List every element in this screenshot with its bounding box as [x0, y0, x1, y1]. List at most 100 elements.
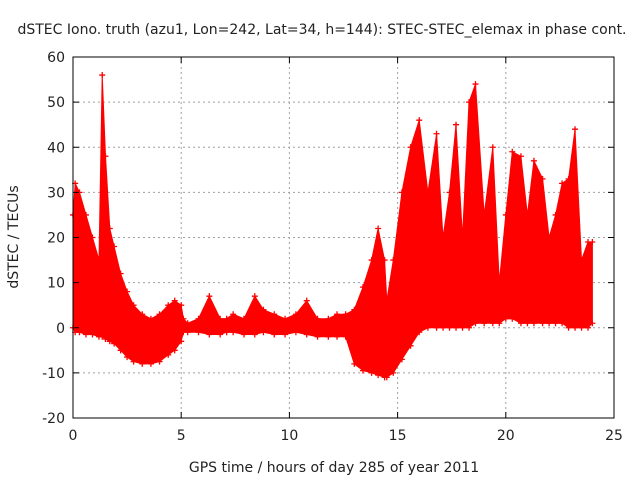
- data-point-upper: [111, 243, 118, 250]
- data-point-lower: [390, 369, 397, 376]
- data-point-upper: [106, 225, 113, 232]
- data-point-lower: [282, 331, 289, 338]
- data-point-upper: [572, 126, 579, 133]
- data-point-upper: [539, 175, 546, 182]
- data-point-lower: [171, 347, 178, 354]
- data-point-upper: [303, 297, 310, 304]
- data-point-lower: [572, 324, 579, 331]
- data-point-lower: [147, 360, 154, 367]
- data-point-lower: [472, 320, 479, 327]
- data-point-upper: [223, 315, 230, 322]
- data-point-lower: [351, 360, 358, 367]
- data-point-upper: [407, 144, 414, 151]
- data-point-upper: [565, 175, 572, 182]
- data-point-upper: [559, 180, 566, 187]
- data-point-upper: [292, 311, 299, 318]
- data-point-lower: [359, 367, 366, 374]
- data-point-lower: [440, 324, 447, 331]
- data-point-lower: [165, 351, 172, 358]
- data-point-upper: [171, 297, 178, 304]
- data-point-upper: [375, 225, 382, 232]
- data-point-lower: [517, 320, 524, 327]
- data-point-lower: [552, 320, 559, 327]
- y-axis-label: dSTEC / TECUs: [6, 185, 22, 288]
- chart-title: dSTEC Iono. truth (azu1, Lon=242, Lat=34…: [17, 22, 626, 38]
- data-point-upper: [217, 315, 224, 322]
- data-point-lower: [383, 374, 390, 381]
- data-point-upper: [509, 148, 516, 155]
- data-point-lower: [539, 320, 546, 327]
- data-point-upper: [184, 320, 191, 327]
- data-point-lower: [589, 320, 596, 327]
- data-point-lower: [424, 324, 431, 331]
- data-point-lower: [325, 333, 332, 340]
- series-band: [72, 75, 593, 378]
- data-point-lower: [433, 324, 440, 331]
- axis-ticks: 0 5 10 15 20 25 -20 -10 0 10 20 30 40 50 60: [42, 50, 623, 444]
- y-tick-label: 30: [47, 185, 65, 201]
- data-point-upper: [165, 302, 172, 309]
- data-point-upper: [517, 153, 524, 160]
- data-point-upper: [453, 121, 460, 128]
- data-point-upper: [230, 311, 237, 318]
- data-point-lower: [111, 340, 118, 347]
- y-tick-label: 0: [56, 321, 65, 337]
- data-point-upper: [440, 234, 447, 241]
- x-axis-label: GPS time / hours of day 285 of year 2011: [189, 460, 479, 476]
- data-point-lower: [416, 329, 423, 336]
- x-tick-label: 10: [280, 428, 298, 444]
- data-point-lower: [106, 338, 113, 345]
- data-point-lower: [89, 331, 96, 338]
- x-tick-label: 25: [605, 428, 623, 444]
- data-point-lower: [230, 329, 237, 336]
- data-point-upper: [156, 311, 163, 318]
- data-point-lower: [260, 329, 267, 336]
- data-point-lower: [481, 320, 488, 327]
- data-point-upper: [496, 279, 503, 286]
- data-point-lower: [117, 347, 124, 354]
- y-tick-label: 40: [47, 140, 65, 156]
- data-point-lower: [559, 320, 566, 327]
- data-point-upper: [433, 130, 440, 137]
- x-tick-label: 15: [389, 428, 407, 444]
- data-point-upper: [489, 144, 496, 151]
- x-tick-label: 5: [177, 428, 186, 444]
- data-point-lower: [314, 333, 321, 340]
- data-point-lower: [524, 320, 531, 327]
- data-point-lower: [546, 320, 553, 327]
- data-point-lower: [251, 331, 258, 338]
- x-tick-label: 20: [497, 428, 515, 444]
- data-point-lower: [195, 329, 202, 336]
- data-point-lower: [82, 331, 89, 338]
- y-tick-label: 60: [47, 50, 65, 66]
- data-point-lower: [99, 333, 106, 340]
- data-point-lower: [139, 360, 146, 367]
- data-point-upper: [206, 293, 213, 300]
- data-point-lower: [102, 336, 109, 343]
- data-point-upper: [416, 117, 423, 124]
- data-point-upper: [502, 211, 509, 218]
- data-point-lower: [407, 342, 414, 349]
- data-point-upper: [117, 270, 124, 277]
- data-point-upper: [578, 257, 585, 264]
- data-point-upper: [530, 157, 537, 164]
- data-point-upper: [89, 234, 96, 241]
- data-point-upper: [342, 311, 349, 318]
- data-point-upper: [472, 81, 479, 88]
- data-point-upper: [82, 211, 89, 218]
- data-point-lower: [206, 331, 213, 338]
- data-point-upper: [351, 306, 358, 313]
- data-point-upper: [325, 315, 332, 322]
- data-point-lower: [303, 331, 310, 338]
- data-point-upper: [383, 297, 390, 304]
- data-point-lower: [271, 331, 278, 338]
- data-point-lower: [375, 372, 382, 379]
- data-point-lower: [509, 315, 516, 322]
- data-point-upper: [466, 99, 473, 106]
- data-layer: [70, 72, 596, 381]
- data-point-lower: [489, 320, 496, 327]
- data-point-upper: [178, 302, 185, 309]
- data-point-lower: [453, 324, 460, 331]
- data-point-upper: [251, 293, 258, 300]
